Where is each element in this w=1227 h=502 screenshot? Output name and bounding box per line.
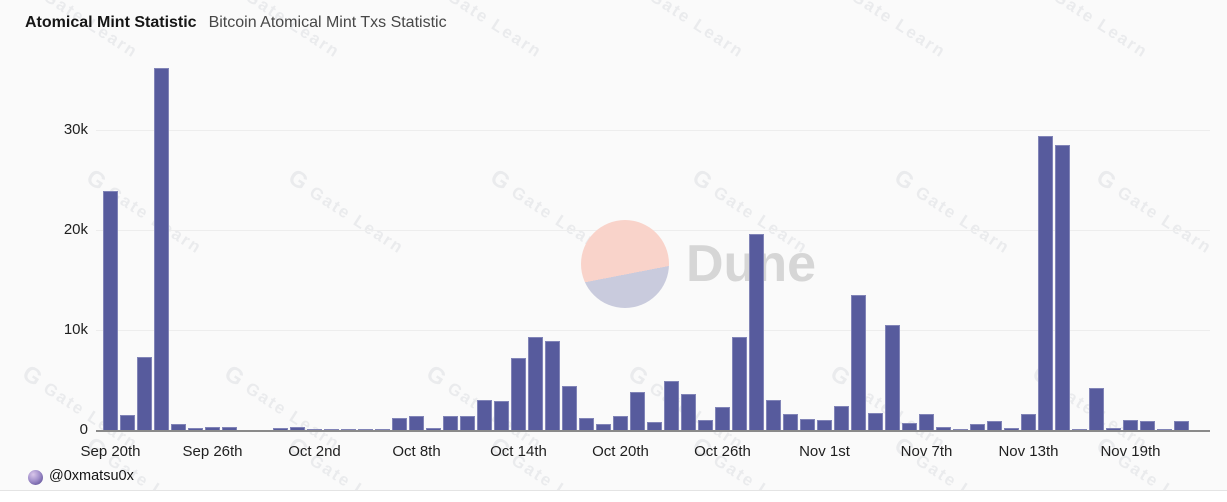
bar-oct-13[interactable] [494,401,509,430]
x-axis-line [96,430,1210,432]
bar-nov-10[interactable] [970,424,985,430]
bar-nov-11[interactable] [987,421,1002,430]
bar-oct-2[interactable] [307,428,322,430]
bottom-strip [0,491,1227,502]
gridline [96,130,1210,131]
bar-nov-5[interactable] [885,325,900,430]
x-axis-tick-label: Oct 2nd [288,443,341,460]
bar-oct-6[interactable] [375,428,390,430]
bar-oct-8[interactable] [409,416,424,430]
bar-nov-4[interactable] [868,413,883,430]
bar-nov-16[interactable] [1072,429,1087,430]
bar-oct-22[interactable] [647,422,662,430]
x-axis-tick-label: Oct 26th [694,443,751,460]
bar-oct-21[interactable] [630,392,645,430]
gridline [96,330,1210,331]
bar-oct-5[interactable] [358,429,373,430]
bar-oct-11[interactable] [460,415,475,430]
bar-oct-26[interactable] [715,407,730,430]
x-axis-tick-label: Nov 7th [900,443,953,460]
bar-nov-18[interactable] [1106,427,1121,430]
bar-oct-19[interactable] [596,424,611,430]
author-avatar[interactable] [28,470,43,485]
y-axis-tick-label: 20k [63,221,88,238]
x-axis-tick-label: Oct 8th [392,443,441,460]
bar-sep-25[interactable] [188,427,203,430]
bar-sep-24[interactable] [171,424,186,430]
bar-nov-14[interactable] [1038,136,1053,430]
bar-nov-8[interactable] [936,427,951,430]
bar-oct-24[interactable] [681,394,696,430]
x-axis-tick-label: Sep 20th [80,443,141,460]
bar-oct-27[interactable] [732,337,747,430]
bar-oct-23[interactable] [664,381,679,430]
bar-nov-7[interactable] [919,414,934,430]
bar-nov-12[interactable] [1004,428,1019,430]
bar-nov-22[interactable] [1174,421,1189,430]
bar-sep-26[interactable] [205,427,220,430]
bar-oct-20[interactable] [613,416,628,430]
bar-oct-28[interactable] [749,234,764,430]
chart-subtitle: Bitcoin Atomical Mint Txs Statistic [208,14,447,31]
footer-divider [0,490,1227,491]
bar-oct-7[interactable] [392,418,407,430]
bar-nov-19[interactable] [1123,420,1138,430]
dune-logo-icon [581,220,669,308]
bar-sep-20[interactable] [103,191,118,430]
bar-nov-9[interactable] [953,429,968,430]
chart-title: Atomical Mint Statistic [25,14,197,31]
bar-oct-4[interactable] [341,428,356,430]
bar-nov-6[interactable] [902,423,917,430]
author-handle[interactable]: @0xmatsu0x [49,468,134,484]
bar-sep-23[interactable] [154,68,169,430]
bar-nov-20[interactable] [1140,421,1155,430]
y-axis-tick-label: 10k [63,321,88,338]
x-axis-tick-label: Nov 13th [998,443,1059,460]
bar-nov-2[interactable] [834,406,849,430]
x-axis-tick-label: Oct 20th [592,443,649,460]
bar-oct-12[interactable] [477,400,492,430]
bar-oct-16[interactable] [545,341,560,430]
y-axis-tick-label: 30k [63,121,88,138]
bar-nov-21[interactable] [1157,429,1172,430]
x-axis-tick-label: Sep 26th [182,443,243,460]
bar-nov-17[interactable] [1089,388,1104,430]
bar-sep-30[interactable] [273,427,288,430]
bar-nov-3[interactable] [851,295,866,430]
bar-oct-31[interactable] [800,419,815,430]
bar-nov-13[interactable] [1021,414,1036,430]
bar-sep-22[interactable] [137,357,152,430]
bar-oct-14[interactable] [511,358,526,430]
bar-oct-30[interactable] [783,414,798,430]
bar-oct-15[interactable] [528,337,543,430]
bar-sep-21[interactable] [120,415,135,430]
bar-oct-10[interactable] [443,416,458,430]
bar-oct-18[interactable] [579,418,594,430]
bar-sep-27[interactable] [222,427,237,430]
x-axis-tick-label: Oct 14th [490,443,547,460]
bar-oct-1[interactable] [290,427,305,430]
chart-header: Atomical Mint Statistic Bitcoin Atomical … [25,14,447,32]
x-axis-tick-label: Nov 1st [799,443,850,460]
bar-nov-15[interactable] [1055,145,1070,430]
bar-oct-9[interactable] [426,427,441,430]
bar-oct-29[interactable] [766,400,781,430]
y-axis-tick-label: 0 [79,421,88,438]
bar-oct-17[interactable] [562,386,577,430]
bar-oct-3[interactable] [324,429,339,430]
x-axis-tick-label: Nov 19th [1100,443,1161,460]
bar-nov-1[interactable] [817,420,832,430]
bar-oct-25[interactable] [698,420,713,430]
